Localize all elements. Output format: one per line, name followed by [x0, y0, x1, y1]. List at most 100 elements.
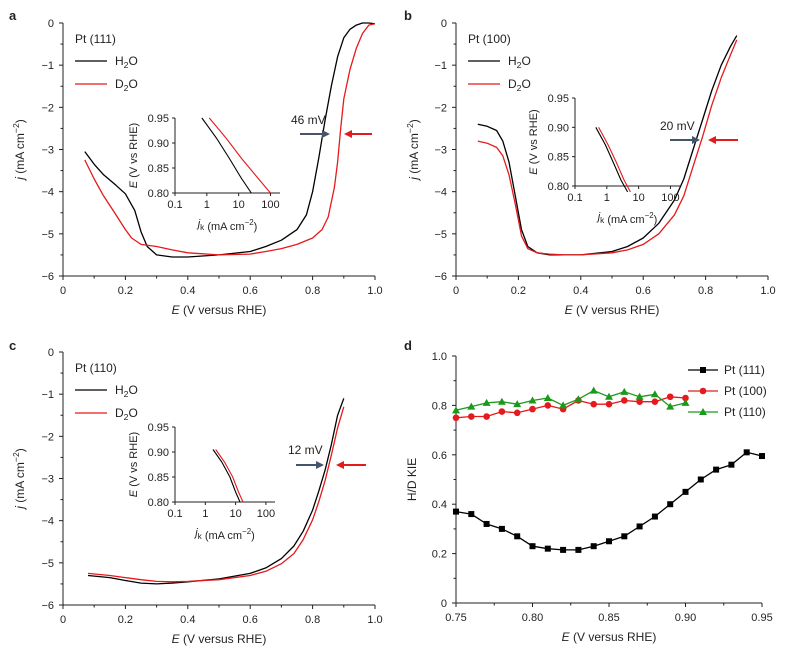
data-point-d-0 — [498, 525, 505, 532]
inset-x-tick-label-b: 1 — [604, 192, 610, 204]
y-tick-label-d: 0.6 — [432, 450, 447, 462]
data-point-d-2 — [467, 402, 476, 410]
y-tick-label-c: −1 — [41, 389, 54, 401]
data-point-d-0 — [743, 449, 750, 456]
data-point-d-0 — [713, 466, 720, 473]
inset-x-title-b: jk (mA cm−2) — [596, 211, 658, 226]
data-point-d-0 — [483, 520, 490, 527]
inset-y-tick-label-c: 0.90 — [148, 447, 169, 459]
x-axis-title-a: E (V versus RHE) — [172, 303, 267, 317]
shift-annotation-a: 46 mV — [291, 113, 326, 127]
data-point-d-1 — [605, 400, 613, 408]
inset-c: 0.1 1 10 100 0.80 0.85 0.90 0.95 jk (mA cm−2) E (… — [128, 422, 275, 542]
panel-letter-a: a — [9, 8, 17, 23]
data-point-d-2 — [559, 401, 568, 409]
panel-d: d 0.75 0.80 0.85 0.90 0.95 0 0.2 0.4 0.6 0.8 1.0 E (… — [404, 338, 773, 644]
x-axis-title-c: E (V versus RHE) — [172, 632, 267, 646]
y-tick-label-a: −5 — [41, 229, 54, 241]
y-tick-label-b: 0 — [441, 18, 447, 30]
x-tick-label-b: 0.6 — [636, 285, 651, 297]
x-tick-label-b: 0 — [453, 285, 459, 297]
inset-y-tick-label-b: 0.80 — [548, 181, 569, 193]
inset-y-title-a: E (V vs RHE) — [128, 123, 140, 188]
h2o-arrow-b — [670, 136, 700, 144]
x-tick-label-d: 0.95 — [751, 612, 772, 624]
series-line-c-1 — [87, 406, 345, 583]
inset-y-tick-label-c: 0.85 — [148, 472, 169, 484]
data-point-d-0 — [759, 453, 765, 460]
data-point-d-0 — [697, 476, 704, 483]
panel-letter-b: b — [404, 8, 412, 23]
data-point-d-2 — [482, 398, 491, 406]
y-tick-label-c: −3 — [41, 474, 54, 486]
legend-marker-d-1 — [699, 387, 707, 395]
x-tick-label-a: 0.2 — [118, 285, 133, 297]
x-axis-title-d: E (V versus RHE) — [562, 630, 657, 644]
data-point-d-0 — [560, 546, 567, 553]
legend-label-d-1: Pt (100) — [724, 384, 767, 398]
inset-y-tick-label-b: 0.90 — [548, 122, 569, 134]
inset-y-tick-label-c: 0.80 — [148, 497, 169, 509]
y-tick-label-c: 0 — [48, 347, 54, 359]
panel-b: b 0 0.2 0.4 0.6 0.8 1.0 0 −1 −2 −3 −4 −5 −6 E (V versu… — [404, 8, 776, 317]
inset-a: 0.1 1 10 100 0.80 0.85 0.90 0.95 jk (mA cm−2) E (… — [128, 113, 280, 233]
inset-b: 0.1 1 10 100 0.80 0.85 0.90 0.95 jk (mA cm−2) E (… — [528, 93, 680, 226]
y-tick-label-b: −1 — [434, 60, 447, 72]
y-tick-label-d: 0.8 — [432, 400, 447, 412]
data-point-d-2 — [589, 386, 598, 394]
y-tick-label-a: −4 — [41, 187, 54, 199]
y-tick-label-a: 0 — [48, 18, 54, 30]
inset-x-tick-label-c: 1 — [202, 508, 208, 520]
y-tick-label-c: −6 — [41, 600, 54, 612]
y-axis-title-a: j (mA cm−2) — [11, 119, 27, 182]
data-point-d-2 — [666, 402, 675, 410]
data-point-d-1 — [621, 397, 628, 404]
x-tick-label-c: 1.0 — [367, 614, 382, 626]
data-point-d-2 — [650, 390, 659, 398]
data-point-d-2 — [528, 396, 537, 404]
data-point-d-1 — [682, 394, 689, 402]
legend-label-c-1: D2O — [115, 406, 138, 422]
panel-label-a: Pt (111) — [75, 32, 116, 46]
inset-y-tick-label-a: 0.90 — [148, 138, 169, 150]
data-point-d-2 — [543, 393, 552, 401]
data-point-d-0 — [651, 513, 658, 520]
data-point-d-1 — [544, 402, 552, 409]
data-point-d-2 — [635, 392, 644, 400]
h2o-arrow-a — [300, 130, 330, 138]
data-point-d-0 — [453, 508, 459, 515]
inset-series-line-c-0 — [212, 449, 241, 503]
inset-y-tick-label-a: 0.80 — [148, 188, 169, 200]
inset-series-line-a-1 — [208, 117, 271, 194]
y-tick-label-d: 0 — [441, 598, 447, 610]
x-tick-label-d: 0.80 — [522, 612, 543, 624]
data-point-d-0 — [468, 511, 475, 518]
y-tick-label-d: 0.4 — [432, 499, 447, 511]
data-point-d-0 — [728, 461, 735, 468]
y-tick-label-d: 1.0 — [432, 351, 447, 363]
panel-c: c 0 0.2 0.4 0.6 0.8 1.0 0 −1 −2 −3 −4 −5 −6 E (V versu… — [9, 338, 383, 646]
x-tick-label-a: 1.0 — [367, 285, 382, 297]
inset-x-title-a: jk (mA cm−2) — [196, 218, 258, 233]
panel-letter-d: d — [404, 338, 412, 353]
inset-x-tick-label-c: 100 — [257, 508, 275, 520]
shift-annotation-c: 12 mV — [288, 443, 323, 457]
data-point-d-1 — [452, 414, 460, 422]
inset-x-tick-label-a: 1 — [204, 199, 210, 211]
y-tick-label-b: −5 — [434, 229, 447, 241]
data-point-d-2 — [574, 395, 583, 403]
y-axis-title-c: j (mA cm−2) — [11, 448, 27, 511]
legend-label-b-1: D2O — [508, 77, 531, 93]
x-tick-label-b: 0.2 — [511, 285, 526, 297]
data-point-d-0 — [514, 533, 521, 540]
y-tick-label-d: 0.2 — [432, 549, 447, 561]
legend-marker-d-0 — [700, 367, 706, 373]
data-point-d-0 — [667, 501, 674, 508]
legend-label-d-2: Pt (110) — [724, 405, 766, 419]
series-line-a-1 — [84, 23, 376, 256]
inset-x-tick-label-b: 0.1 — [567, 192, 582, 204]
y-tick-label-c: −4 — [41, 516, 54, 528]
panel-label-b: Pt (100) — [468, 32, 511, 46]
inset-y-tick-label-c: 0.95 — [148, 422, 169, 434]
